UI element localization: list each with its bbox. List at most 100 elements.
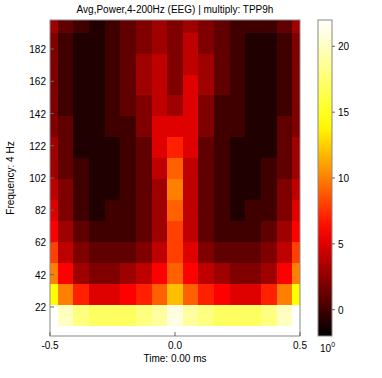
cell bbox=[198, 242, 214, 263]
cell bbox=[136, 137, 152, 158]
cell bbox=[167, 53, 183, 74]
colorbar-scale-base: 10 bbox=[320, 343, 332, 354]
cell bbox=[73, 95, 89, 116]
y-tick bbox=[50, 210, 54, 211]
cell bbox=[136, 74, 152, 95]
cell bbox=[136, 305, 152, 326]
cell bbox=[58, 200, 74, 221]
cell bbox=[120, 116, 136, 137]
cell bbox=[198, 53, 214, 74]
cell bbox=[136, 221, 152, 242]
cell bbox=[73, 53, 89, 74]
cell bbox=[230, 179, 246, 200]
cell bbox=[245, 221, 261, 242]
cell bbox=[230, 137, 246, 158]
cell bbox=[50, 158, 58, 179]
cell bbox=[230, 326, 246, 336]
cell bbox=[292, 263, 300, 284]
cell bbox=[277, 116, 293, 137]
cell bbox=[50, 53, 58, 74]
y-tick bbox=[50, 306, 54, 307]
cell bbox=[120, 95, 136, 116]
cell bbox=[105, 221, 121, 242]
cell bbox=[58, 95, 74, 116]
cell bbox=[245, 305, 261, 326]
colorbar-tick-label: 0 bbox=[338, 305, 344, 316]
cell bbox=[50, 263, 58, 284]
cell bbox=[230, 53, 246, 74]
cell bbox=[152, 221, 168, 242]
cell bbox=[105, 116, 121, 137]
x-tick bbox=[50, 332, 51, 336]
cell bbox=[183, 32, 199, 53]
cell bbox=[58, 179, 74, 200]
cell bbox=[245, 32, 261, 53]
cell bbox=[198, 74, 214, 95]
cell bbox=[152, 74, 168, 95]
cell bbox=[198, 137, 214, 158]
cell bbox=[167, 305, 183, 326]
cell bbox=[136, 20, 152, 33]
cell bbox=[261, 221, 277, 242]
cell bbox=[261, 74, 277, 95]
cell bbox=[73, 242, 89, 263]
cell bbox=[198, 95, 214, 116]
cell bbox=[214, 200, 230, 221]
cell bbox=[58, 284, 74, 305]
cell bbox=[277, 221, 293, 242]
cell bbox=[277, 53, 293, 74]
cell bbox=[261, 305, 277, 326]
cell bbox=[73, 137, 89, 158]
cell bbox=[214, 32, 230, 53]
cell bbox=[152, 263, 168, 284]
cell bbox=[152, 284, 168, 305]
cell bbox=[89, 221, 105, 242]
cell bbox=[136, 32, 152, 53]
cell bbox=[50, 326, 58, 336]
cell bbox=[261, 263, 277, 284]
cell bbox=[105, 284, 121, 305]
cell bbox=[230, 284, 246, 305]
cell bbox=[105, 179, 121, 200]
colorbar-tick-label: 10 bbox=[338, 173, 350, 184]
cell bbox=[230, 20, 246, 33]
cell bbox=[58, 137, 74, 158]
cell bbox=[152, 32, 168, 53]
cell bbox=[73, 221, 89, 242]
cell bbox=[261, 200, 277, 221]
cell bbox=[50, 20, 58, 33]
cell bbox=[277, 32, 293, 53]
cell bbox=[58, 116, 74, 137]
cell bbox=[292, 95, 300, 116]
cell bbox=[277, 284, 293, 305]
cell bbox=[245, 179, 261, 200]
cell bbox=[214, 158, 230, 179]
cell bbox=[183, 179, 199, 200]
cell bbox=[167, 95, 183, 116]
cell bbox=[152, 20, 168, 33]
cell bbox=[136, 116, 152, 137]
cell bbox=[245, 200, 261, 221]
chart: 22426282102122142162182-0.50.00.5Avg,Pow… bbox=[0, 0, 382, 378]
cell bbox=[167, 179, 183, 200]
cell bbox=[105, 95, 121, 116]
cell bbox=[105, 53, 121, 74]
cell bbox=[73, 32, 89, 53]
cell bbox=[136, 158, 152, 179]
cell bbox=[277, 74, 293, 95]
cell bbox=[136, 284, 152, 305]
cell bbox=[73, 116, 89, 137]
y-tick bbox=[50, 178, 54, 179]
cell bbox=[261, 53, 277, 74]
cell bbox=[152, 95, 168, 116]
cell bbox=[261, 179, 277, 200]
cell bbox=[89, 74, 105, 95]
cell bbox=[152, 158, 168, 179]
cell bbox=[214, 95, 230, 116]
cell bbox=[73, 284, 89, 305]
cell bbox=[89, 326, 105, 336]
cell bbox=[292, 158, 300, 179]
cell bbox=[152, 116, 168, 137]
colorbar-tick bbox=[332, 243, 335, 244]
cell bbox=[89, 284, 105, 305]
